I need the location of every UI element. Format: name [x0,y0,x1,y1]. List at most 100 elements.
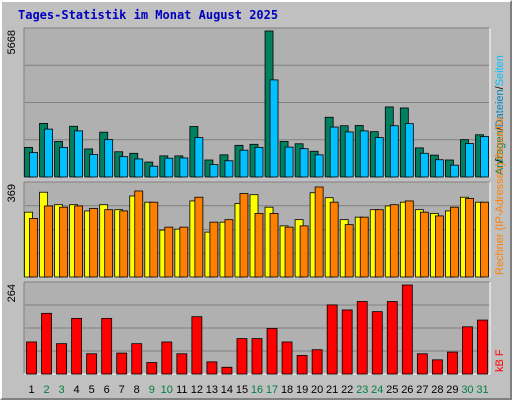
day-label-26: 26 [401,384,413,396]
bar-dateien-day-14 [224,160,234,178]
legend-entry: Anfragen [494,130,506,175]
bar-kb-f-day-4 [71,317,83,375]
legend-entry: kB F [494,349,506,372]
bar-kb-f-day-31 [477,319,488,375]
day-label-17: 17 [266,384,278,396]
bar-besuche-day-2 [44,205,53,278]
legend-entry: Seiten [494,55,506,86]
bar-besuche-day-16 [254,213,264,278]
chart-title: Tages-Statistik im Monat August 2025 [18,8,279,22]
day-label-8: 8 [134,384,140,396]
bar-besuche-day-7 [119,210,129,278]
bar-dateien-day-21 [329,126,339,178]
bar-dateien-day-29 [450,164,459,178]
bar-kb-f-day-15 [236,338,248,375]
bar-dateien-day-17 [269,79,279,178]
bar-kb-f-day-22 [341,309,353,375]
bar-besuche-day-24 [374,209,384,278]
bar-kb-f-day-6 [101,317,113,375]
bar-besuche-day-15 [239,193,249,278]
bar-kb-f-day-19 [296,355,308,375]
bar-kb-f-day-3 [56,343,67,375]
bar-besuche-day-9 [149,201,159,278]
bar-besuche-day-19 [299,225,309,278]
bar-kb-f-day-9 [146,362,158,375]
bar-kb-f-day-8 [131,343,143,375]
legend-entry: Besuche [494,117,506,160]
panel-bottom-legend: kB F [494,349,506,372]
panel-top-ymax-label: 5668 [6,30,18,54]
legend-entry: Dateien [494,89,506,127]
day-label-19: 19 [296,384,308,396]
day-label-9: 9 [149,384,155,396]
day-label-31: 31 [476,384,488,396]
day-label-5: 5 [89,384,95,396]
bar-besuche-day-6 [104,209,114,278]
bar-kb-f-day-1 [26,341,37,375]
legend-entry: / [494,85,506,89]
bar-kb-f-day-13 [206,361,218,375]
day-label-11: 11 [176,384,187,396]
bar-kb-f-day-27 [416,353,428,375]
day-label-22: 22 [341,384,353,396]
panel-top-legend: Anfragen/Dateien/Seiten [494,55,506,175]
bar-besuche-day-26 [404,200,414,278]
bar-kb-f-day-21 [326,304,338,375]
day-label-21: 21 [326,384,338,396]
bar-dateien-day-27 [419,152,429,178]
panel-bottom-ymax-label: 264 [6,284,18,302]
bar-dateien-day-10 [164,157,174,178]
bar-besuche-day-13 [209,221,219,278]
day-label-3: 3 [59,384,65,396]
bar-dateien-day-20 [314,154,324,178]
bar-dateien-day-30 [465,143,474,178]
bar-besuche-day-3 [59,206,68,278]
panel-middle-ymax-label: 369 [6,184,18,202]
bar-besuche-day-1 [29,218,38,278]
bar-kb-f-day-10 [161,341,173,375]
bar-dateien-day-13 [209,164,219,178]
bar-besuche-day-5 [89,208,99,278]
day-label-7: 7 [119,384,125,396]
bar-besuche-day-10 [164,226,174,278]
bar-dateien-day-6 [104,139,114,178]
bar-dateien-day-5 [89,154,99,178]
bar-dateien-day-19 [299,148,309,178]
day-label-29: 29 [446,384,458,396]
bar-dateien-day-1 [29,152,38,178]
bar-besuche-day-4 [74,205,84,278]
bar-kb-f-day-24 [371,311,383,375]
bar-kb-f-day-20 [311,349,323,375]
bar-besuche-day-25 [389,204,399,278]
bar-besuche-day-28 [434,215,444,278]
bar-dateien-day-25 [389,125,399,178]
bar-besuche-day-22 [344,224,354,278]
bar-dateien-day-31 [480,136,489,178]
bar-kb-f-day-7 [116,352,128,375]
panel-middle-legend: Rechner (IP-Adressen)/Besuche [494,117,506,275]
day-label-15: 15 [236,384,248,396]
day-label-16: 16 [251,384,263,396]
day-label-28: 28 [431,384,443,396]
day-label-4: 4 [74,384,80,396]
bar-kb-f-day-2 [41,312,52,375]
bar-kb-f-day-16 [251,338,263,375]
bar-dateien-day-8 [134,158,144,178]
bar-dateien-day-9 [149,165,159,178]
bar-dateien-day-12 [194,137,204,178]
day-label-30: 30 [461,384,473,396]
bar-kb-f-day-25 [386,301,398,375]
legend-entry: Rechner (IP-Adressen) [494,163,506,276]
legend-entry: / [494,159,506,163]
bar-kb-f-day-28 [431,359,443,375]
bar-dateien-day-26 [404,123,414,178]
bar-besuche-day-17 [269,213,279,278]
day-label-10: 10 [161,384,173,396]
bar-kb-f-day-12 [191,316,203,375]
bar-kb-f-day-23 [356,301,368,375]
bar-dateien-day-11 [179,157,189,178]
bar-kb-f-day-11 [176,353,188,375]
bar-dateien-day-24 [374,137,384,178]
legend-entry: / [494,126,506,130]
bar-kb-f-day-18 [281,341,293,375]
